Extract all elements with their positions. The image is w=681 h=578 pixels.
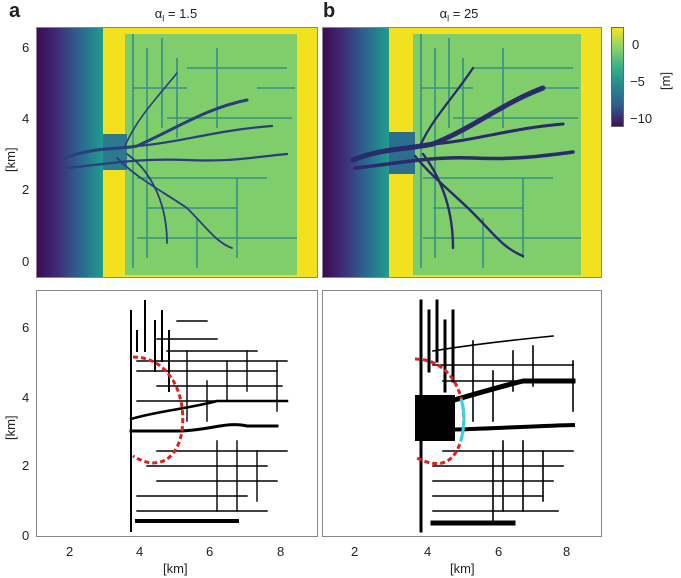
x-tick: 4	[136, 544, 144, 559]
panel-letter-b: b	[323, 0, 336, 22]
network-svg-a	[129, 300, 289, 532]
colorbar	[611, 27, 624, 127]
bathymetry-map-b	[322, 27, 602, 278]
x-tick: 2	[66, 544, 74, 559]
panel-title-a: αl = 1.5	[76, 6, 276, 24]
title-subscript: l	[447, 13, 450, 24]
bathymetry-svg-a	[37, 28, 317, 277]
y-axis-label-bottom: [km]	[3, 415, 18, 440]
title-value: = 1.5	[167, 6, 198, 21]
colorbar-label: [m]	[658, 71, 673, 90]
x-tick: 2	[351, 544, 359, 559]
y-tick: 2	[22, 182, 30, 197]
y-axis-label-top: [km]	[3, 147, 18, 172]
y-tick: 6	[22, 320, 30, 335]
bathymetry-map-a	[36, 27, 318, 278]
network-svg-b	[414, 299, 576, 533]
bathymetry-svg-b	[323, 28, 601, 277]
panel-letter-a: a	[9, 0, 21, 22]
panel-title-b: αl = 25	[359, 6, 559, 24]
colorbar-tick: −10	[630, 111, 653, 126]
y-tick: 0	[22, 254, 30, 269]
title-symbol: α	[439, 6, 448, 21]
x-axis-label-left: [km]	[163, 561, 188, 576]
colorbar-tick: 0	[632, 37, 640, 52]
title-value: = 25	[452, 6, 479, 21]
y-tick: 4	[22, 390, 30, 405]
title-symbol: α	[154, 6, 163, 21]
y-tick: 0	[22, 528, 30, 543]
x-tick: 6	[495, 544, 503, 559]
channel-network-b	[322, 290, 602, 537]
x-tick: 6	[206, 544, 214, 559]
x-tick: 4	[424, 544, 432, 559]
x-tick: 8	[277, 544, 285, 559]
channel-network-a	[36, 290, 318, 537]
y-tick: 4	[22, 111, 30, 126]
y-tick: 2	[22, 458, 30, 473]
y-tick: 6	[22, 40, 30, 55]
x-tick: 8	[563, 544, 571, 559]
x-axis-label-right: [km]	[450, 561, 475, 576]
title-subscript: l	[162, 13, 165, 24]
colorbar-tick: −5	[630, 74, 645, 89]
